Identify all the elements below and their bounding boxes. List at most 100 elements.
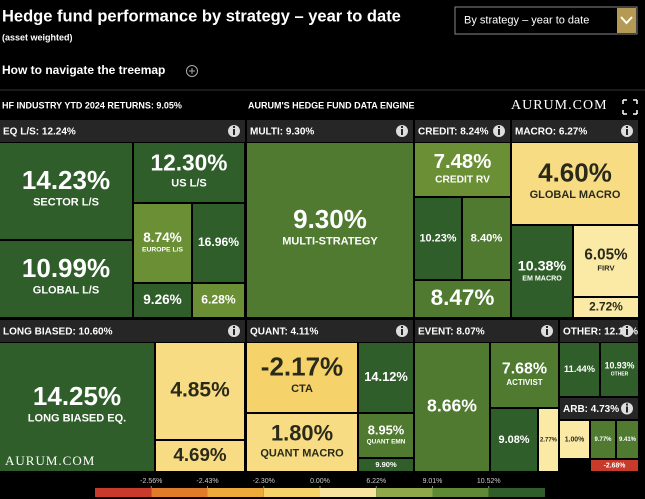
tile-value: 2.77% [540, 438, 558, 444]
tile [574, 298, 638, 317]
help-plus[interactable] [189, 68, 195, 74]
group-title: OTHER: 12.14% [563, 327, 638, 338]
info-icon-dot [233, 126, 235, 128]
tile [193, 284, 244, 317]
tile [134, 284, 191, 317]
info-icon-dot [498, 126, 500, 128]
title: Hedge fund performance by strategy – yea… [2, 7, 401, 25]
legend-tick-label: -2.43% [196, 478, 218, 485]
tile-value: 4.69% [173, 444, 226, 465]
info-icon-glyph [626, 329, 628, 335]
info-icon-glyph [626, 129, 628, 135]
tile-value: 9.77% [594, 437, 612, 443]
tile-name: OTHER [611, 372, 629, 378]
info-icon-glyph [626, 406, 628, 413]
industry-returns: HF INDUSTRY YTD 2024 RETURNS: 9.05% [2, 100, 182, 110]
tile-name: EUROPE L/S [142, 247, 183, 254]
legend-tick-label: -2.30% [253, 478, 275, 485]
legend-tick-label: 10.52% [477, 478, 501, 485]
dropdown-label[interactable]: By strategy – year to date [464, 14, 589, 26]
info-icon-dot [626, 326, 628, 328]
tile [247, 414, 357, 471]
tile-name: GLOBAL L/S [33, 285, 99, 297]
tile [463, 198, 510, 279]
info-icon-glyph [401, 329, 403, 335]
tile-name: QUANT MACRO [260, 447, 344, 459]
tile-value: 10.93% [605, 361, 635, 371]
legend: -2.56% -2.43% -2.30% 0.00% 6.22% 9.01% 10.52% [95, 478, 545, 497]
tile-value: 2.72% [589, 300, 623, 314]
help-link[interactable]: How to navigate the treemap [2, 63, 165, 77]
tile-name: US L/S [171, 178, 206, 190]
tile-value: 8.74% [143, 230, 181, 245]
group-title: EVENT: 8.07% [418, 327, 485, 338]
tile-value: 9.26% [143, 292, 181, 307]
tile-name: CTA [291, 383, 313, 395]
group-title: LONG BIASED: 10.60% [3, 327, 113, 338]
tile [193, 204, 244, 282]
tile [617, 421, 638, 458]
info-icon-glyph [546, 329, 548, 335]
tile-value: -2.68% [604, 462, 626, 469]
logo: AURUM.COM [511, 98, 608, 113]
tile-value: 10.99% [22, 253, 110, 283]
tile-name: EM MACRO [522, 275, 562, 283]
tile-value: 4.85% [170, 379, 230, 402]
help-icon[interactable] [186, 65, 198, 77]
dropdown-box[interactable] [454, 6, 638, 35]
group-title: MACRO: 6.27% [515, 127, 587, 138]
watermark: AURUM.COM [5, 453, 95, 468]
group-title: EQ L/S: 12.24% [3, 127, 76, 138]
tile-value: 14.25% [33, 381, 121, 411]
legend-swatch [488, 488, 545, 497]
group-title: ARB: 4.73% [563, 404, 619, 415]
tile-value: 9.30% [293, 204, 367, 234]
tile [560, 343, 599, 396]
tile-name: GLOBAL MACRO [530, 189, 621, 201]
dropdown[interactable]: By strategy – year to date [454, 6, 638, 35]
help-circle[interactable] [186, 65, 198, 77]
dropdown-arrow-box[interactable] [617, 8, 636, 33]
dropdown-arrow[interactable] [620, 16, 633, 25]
tile-value: 14.23% [22, 165, 110, 195]
tile [512, 226, 572, 317]
tile-value: 12.30% [151, 150, 228, 176]
tile [247, 343, 357, 412]
tile [415, 198, 461, 279]
tile [415, 281, 510, 317]
tile [591, 460, 638, 471]
group-header [0, 120, 245, 142]
tile-value: 11.44% [564, 364, 595, 374]
legend-tick-label: -2.56% [140, 478, 162, 485]
tile [491, 409, 537, 471]
engine-label: AURUM'S HEDGE FUND DATA ENGINE [248, 100, 414, 110]
tile [359, 459, 413, 471]
tile-value: 7.48% [434, 151, 492, 173]
legend-swatch [151, 488, 208, 497]
legend-swatch [207, 488, 264, 497]
legend-tick-label: 9.01% [423, 478, 443, 485]
info-icon-glyph [233, 129, 235, 135]
tile-value: 16.96% [198, 235, 239, 249]
group-header [415, 120, 510, 142]
tile [601, 343, 638, 396]
tile-value: 8.95% [368, 422, 405, 437]
treemap: EQ L/S: 12.24% 14.23% SECTOR L/S 10.99% GLOB… [0, 120, 638, 471]
group-header [512, 120, 638, 142]
tile [591, 421, 615, 458]
subtitle: (asset weighted) [2, 32, 73, 42]
tile-value: 10.23% [419, 232, 456, 244]
info-icon-glyph [498, 129, 500, 135]
expand-icon[interactable] [622, 99, 638, 115]
tile-value: 9.90% [375, 460, 397, 469]
tile-value: 1.00% [565, 436, 585, 443]
tile-name: MULTI-STRATEGY [282, 236, 378, 248]
tile [0, 343, 154, 471]
info-icon-glyph [233, 329, 235, 335]
tile-name: QUANT EMN [367, 439, 406, 446]
tile-value: 8.40% [471, 232, 503, 244]
tile-value: 8.66% [427, 396, 477, 416]
tile [359, 343, 413, 412]
group-header [560, 398, 638, 419]
info-icon-dot [546, 326, 548, 328]
